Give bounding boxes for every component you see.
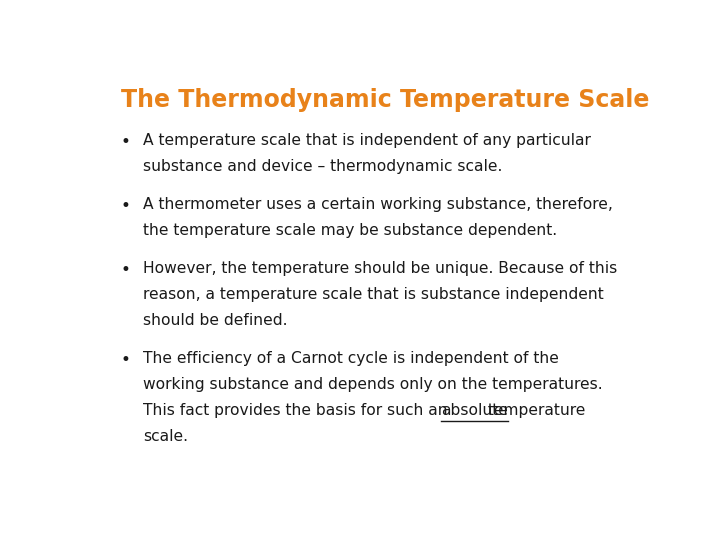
Text: A temperature scale that is independent of any particular: A temperature scale that is independent … (143, 133, 591, 148)
Text: •: • (121, 261, 130, 280)
Text: the temperature scale may be substance dependent.: the temperature scale may be substance d… (143, 223, 557, 238)
Text: scale.: scale. (143, 429, 188, 444)
Text: working substance and depends only on the temperatures.: working substance and depends only on th… (143, 377, 603, 392)
Text: •: • (121, 133, 130, 151)
Text: should be defined.: should be defined. (143, 313, 287, 328)
Text: This fact provides the basis for such an: This fact provides the basis for such an (143, 403, 452, 418)
Text: The efficiency of a Carnot cycle is independent of the: The efficiency of a Carnot cycle is inde… (143, 352, 559, 366)
Text: temperature: temperature (483, 403, 586, 418)
Text: •: • (121, 198, 130, 215)
Text: However, the temperature should be unique. Because of this: However, the temperature should be uniqu… (143, 261, 617, 276)
Text: •: • (121, 352, 130, 369)
Text: reason, a temperature scale that is substance independent: reason, a temperature scale that is subs… (143, 287, 604, 302)
Text: substance and device – thermodynamic scale.: substance and device – thermodynamic sca… (143, 159, 503, 174)
Text: absolute: absolute (441, 403, 508, 418)
Text: The Thermodynamic Temperature Scale: The Thermodynamic Temperature Scale (121, 87, 649, 112)
Text: A thermometer uses a certain working substance, therefore,: A thermometer uses a certain working sub… (143, 198, 613, 212)
